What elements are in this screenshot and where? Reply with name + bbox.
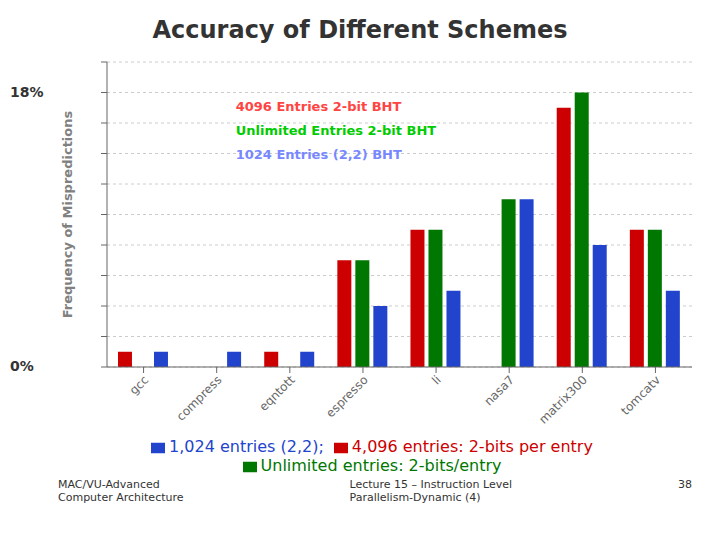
svg-text:espresso: espresso [323,373,370,420]
html-text:Lecture 15 – Instruction Level: Lecture 15 – Instruction Level Paralleli… [349,478,512,504]
html-text:MAC/VU-Advanced Computer Archi: MAC/VU-Advanced Computer Architecture [58,478,184,504]
svg-text:gcc: gcc [127,373,152,398]
html-text:Unlimited entries: 2-bits/entr: Unlimited entries: 2-bits/entry [260,456,502,475]
html-text:18%: 18% [10,83,44,100]
svg-text:Frequency of Mispredictions: Frequency of Mispredictions [60,111,75,319]
svg-text:tomcatv: tomcatv [618,373,663,418]
svg-text:eqntott: eqntott [257,373,298,414]
html-text:Accuracy of Different Schemes: Accuracy of Different Schemes [152,16,568,44]
html-text:38: 38 [678,478,692,491]
html-text:4096 Entries 2-bit BHT: 4096 Entries 2-bit BHT [235,98,402,114]
svg-text:compress: compress [174,373,225,424]
svg-text:nasa7: nasa7 [481,373,516,408]
svg-text:matrix300: matrix300 [536,373,590,427]
html-text:Unlimited Entries 2-bit BHT: Unlimited Entries 2-bit BHT [235,122,437,138]
html-text:0%: 0% [10,358,34,374]
html-text:1,024 entries (2,2);: 1,024 entries (2,2); [169,437,324,456]
html-text:4,096 entries: 2-bits per entr: 4,096 entries: 2-bits per entry [351,437,593,456]
html-text:1024 Entries (2,2) BHT: 1024 Entries (2,2) BHT [235,146,402,162]
svg-text:li: li [429,373,444,388]
